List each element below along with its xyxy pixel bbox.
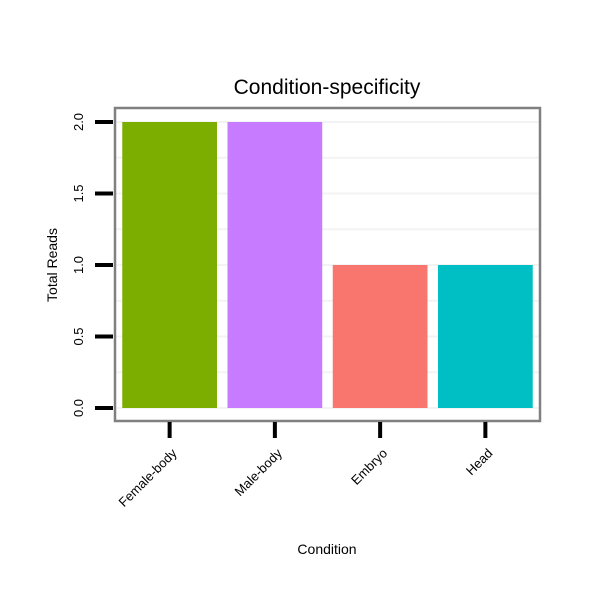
x-axis-label: Condition: [297, 541, 356, 557]
x-tick-label: Embryo: [348, 446, 390, 488]
y-tick-label: 1.5: [71, 184, 86, 202]
y-tick-label: 0.5: [71, 327, 86, 345]
x-tick-label: Head: [463, 446, 496, 479]
x-tick-label: Female-body: [115, 445, 180, 510]
bar-male-body: [227, 122, 323, 408]
y-tick-label: 2.0: [71, 113, 86, 131]
bar-head: [438, 265, 533, 408]
bar-female-body: [122, 122, 217, 408]
y-axis-label: Total Reads: [44, 228, 60, 302]
bar-embryo: [332, 265, 428, 408]
y-tick-label: 1.0: [71, 256, 86, 274]
x-tick-label: Male-body: [231, 445, 285, 499]
chart-title: Condition-specificity: [234, 76, 421, 99]
plot-panel-border: [113, 106, 542, 423]
y-tick-label: 0.0: [71, 399, 86, 417]
